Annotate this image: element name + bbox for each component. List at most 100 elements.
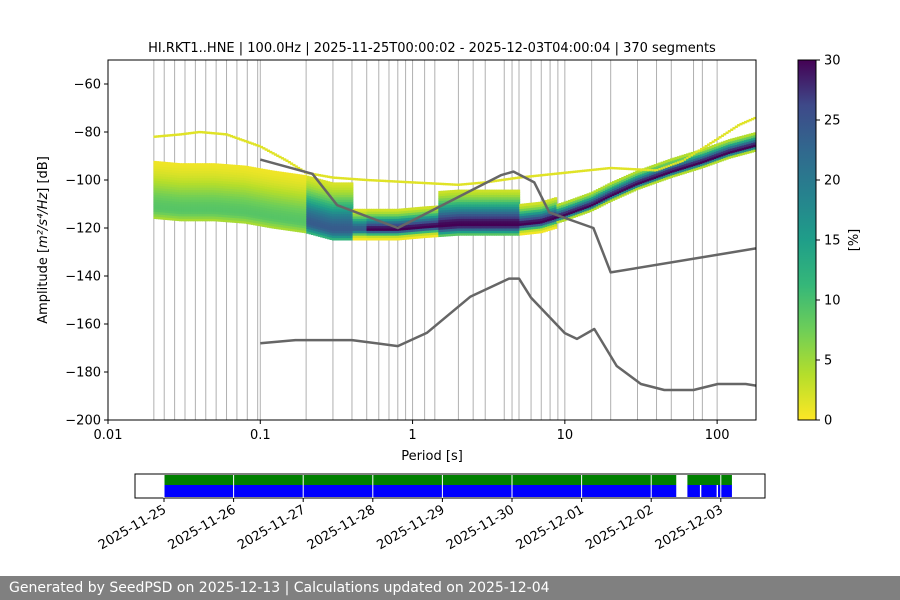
- density-cell: [690, 163, 694, 167]
- density-cell: [204, 187, 208, 191]
- density-cell: [394, 208, 398, 212]
- density-cell: [169, 181, 173, 185]
- density-cell: [229, 214, 233, 218]
- density-cell: [266, 215, 271, 219]
- density-cell: [484, 206, 488, 210]
- density-cell: [514, 213, 518, 217]
- density-cell: [185, 165, 189, 169]
- density-cell: [236, 191, 240, 195]
- density-cell: [410, 226, 414, 230]
- density-cell: [278, 226, 282, 230]
- density-cell: [206, 165, 210, 169]
- density-cell: [637, 179, 641, 183]
- density-cell: [350, 237, 354, 241]
- density-cell: [491, 189, 495, 193]
- density-cell: [403, 217, 407, 221]
- density-cell: [713, 146, 718, 150]
- density-cell: [486, 213, 491, 217]
- density-cell: [250, 166, 254, 170]
- density-cell: [461, 220, 465, 224]
- density-cell: [264, 200, 268, 204]
- density-cell: [192, 196, 196, 200]
- density-cell: [301, 186, 305, 190]
- density-cell: [155, 182, 159, 186]
- upper-envelope-cell: [232, 135, 236, 139]
- density-cell: [162, 192, 166, 196]
- density-cell: [227, 202, 231, 206]
- density-cell: [294, 173, 298, 177]
- density-cell: [176, 184, 180, 188]
- density-cell: [306, 202, 310, 205]
- density-cell: [246, 199, 250, 203]
- density-cell: [503, 206, 507, 210]
- density-cell: [630, 172, 634, 176]
- density-cell: [273, 180, 277, 184]
- density-cell: [334, 220, 338, 224]
- density-cell: [197, 177, 201, 181]
- density-cell: [232, 205, 236, 209]
- density-cell: [741, 137, 745, 141]
- density-cell: [169, 200, 173, 204]
- density-cell: [162, 188, 166, 192]
- density-cell: [338, 216, 342, 219]
- density-cell: [301, 215, 305, 219]
- density-cell: [292, 211, 296, 215]
- upper-envelope-cell: [686, 156, 690, 160]
- density-cell: [588, 192, 592, 196]
- upper-envelope-cell: [361, 178, 365, 181]
- density-cell: [466, 216, 470, 219]
- density-cell: [308, 185, 312, 189]
- density-cell: [609, 196, 613, 200]
- density-cell: [442, 231, 447, 235]
- density-cell: [225, 202, 229, 206]
- density-cell: [285, 184, 289, 188]
- upper-envelope-cell: [269, 150, 273, 154]
- density-cell: [484, 230, 488, 234]
- density-cell: [241, 187, 245, 190]
- density-cell: [387, 216, 391, 219]
- density-cell: [220, 178, 224, 182]
- density-cell: [477, 228, 481, 231]
- density-cell: [556, 208, 560, 212]
- density-cell: [181, 189, 185, 193]
- density-cell: [167, 210, 171, 214]
- density-cell: [711, 154, 715, 158]
- density-cell: [229, 212, 233, 216]
- density-cell: [558, 212, 562, 216]
- density-cell: [595, 193, 599, 197]
- density-cell: [167, 195, 171, 199]
- upper-envelope-cell: [586, 169, 590, 172]
- density-cell: [368, 228, 372, 231]
- density-cell: [524, 224, 528, 228]
- density-cell: [475, 223, 479, 227]
- density-cell: [158, 180, 162, 184]
- density-cell: [454, 230, 458, 234]
- density-cell: [563, 208, 567, 212]
- density-cell: [380, 232, 384, 236]
- density-cell: [227, 195, 231, 199]
- density-cell: [241, 184, 245, 188]
- density-cell: [306, 206, 310, 210]
- colorbar-tick-label: 0: [824, 414, 832, 429]
- density-cell: [215, 201, 220, 205]
- upper-envelope-cell: [290, 162, 294, 165]
- density-cell: [521, 220, 525, 224]
- density-cell: [192, 206, 196, 210]
- density-cell: [505, 204, 509, 207]
- upper-envelope-cell: [669, 163, 674, 167]
- density-cell: [681, 161, 685, 165]
- density-cell: [371, 235, 375, 239]
- density-cell: [662, 168, 667, 171]
- density-cell: [269, 191, 273, 195]
- upper-envelope-cell: [473, 182, 477, 185]
- density-cell: [222, 192, 227, 196]
- density-cell: [303, 215, 308, 219]
- density-cell: [565, 212, 569, 216]
- density-cell: [669, 170, 674, 174]
- density-cell: [313, 177, 317, 181]
- density-cell: [350, 228, 354, 231]
- density-cell: [259, 223, 264, 227]
- density-cell: [405, 219, 409, 223]
- density-cell: [236, 179, 240, 183]
- density-cell: [547, 199, 551, 203]
